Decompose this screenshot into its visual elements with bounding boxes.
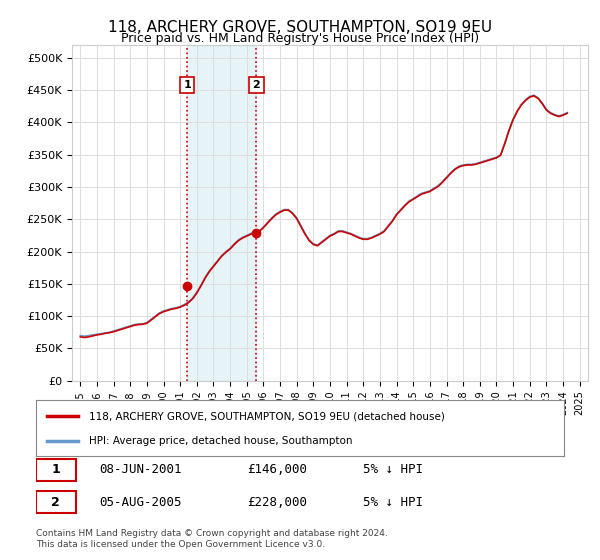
Text: 08-JUN-2001: 08-JUN-2001 (100, 464, 182, 477)
Text: Price paid vs. HM Land Registry's House Price Index (HPI): Price paid vs. HM Land Registry's House … (121, 32, 479, 45)
Text: 5% ↓ HPI: 5% ↓ HPI (364, 496, 424, 508)
Text: 2: 2 (51, 496, 60, 508)
Bar (187, 45, 256, 381)
FancyBboxPatch shape (36, 491, 76, 513)
Text: 1: 1 (183, 80, 191, 90)
FancyBboxPatch shape (36, 459, 76, 481)
Text: £228,000: £228,000 (247, 496, 307, 508)
Text: 2: 2 (253, 80, 260, 90)
Text: 118, ARCHERY GROVE, SOUTHAMPTON, SO19 9EU (detached house): 118, ARCHERY GROVE, SOUTHAMPTON, SO19 9E… (89, 411, 445, 421)
Text: Contains HM Land Registry data © Crown copyright and database right 2024.
This d: Contains HM Land Registry data © Crown c… (36, 529, 388, 549)
Text: 1: 1 (51, 464, 60, 477)
Text: £146,000: £146,000 (247, 464, 307, 477)
Text: 5% ↓ HPI: 5% ↓ HPI (364, 464, 424, 477)
Text: 118, ARCHERY GROVE, SOUTHAMPTON, SO19 9EU: 118, ARCHERY GROVE, SOUTHAMPTON, SO19 9E… (108, 20, 492, 35)
Text: 05-AUG-2005: 05-AUG-2005 (100, 496, 182, 508)
Text: HPI: Average price, detached house, Southampton: HPI: Average price, detached house, Sout… (89, 436, 352, 446)
